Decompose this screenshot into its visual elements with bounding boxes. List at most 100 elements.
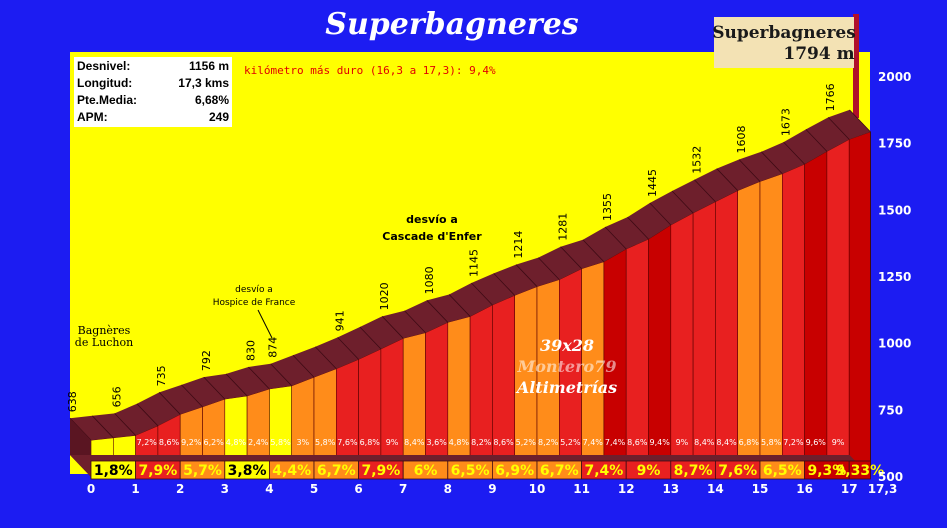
altitude-label: 656 <box>111 386 124 407</box>
km-grade-box <box>848 460 871 480</box>
watermark-line3: Altimetrías <box>515 378 617 397</box>
stat-label-desnivel: Desnivel: <box>77 59 130 73</box>
ridge-hatch <box>92 415 114 439</box>
x-tick-label: 1 <box>131 482 139 496</box>
grade-bar <box>804 150 828 478</box>
x-tick-label: 17 <box>841 482 858 496</box>
y-axis: 500 750 1000 1250 1500 1750 2000 <box>878 70 911 484</box>
ridge-band <box>70 109 871 441</box>
ridge-hatch <box>270 363 292 387</box>
km-grade-label: 3,8% <box>228 463 267 479</box>
ridge-hatch <box>738 159 761 182</box>
ridge-hatch <box>671 190 694 214</box>
ridge-hatch <box>225 373 248 397</box>
ridge-hatch <box>136 403 159 427</box>
x-tick-label: 17,3 <box>868 482 898 496</box>
ridge-hatch <box>381 316 404 339</box>
altitude-label: 1532 <box>690 146 703 174</box>
segment-grade-label: 5,2% <box>560 438 581 447</box>
place-hospice-line1: desvío a <box>235 285 273 295</box>
km-grade-label: 7,4% <box>584 463 623 479</box>
x-axis: 0 1 2 3 4 5 6 7 8 9 10 11 12 13 14 15 16 17 17,3 <box>87 482 897 496</box>
ridge-hatch <box>493 273 515 296</box>
grade-bar <box>737 181 761 478</box>
stat-value-desnivel: 1156 m <box>189 59 229 73</box>
grade-bar <box>848 131 871 478</box>
ridge-hatch <box>694 179 716 203</box>
x-tick-label: 8 <box>444 482 452 496</box>
ridge-hatch <box>604 226 627 250</box>
place-start-line2: de Luchon <box>75 336 133 349</box>
ridge-hatch <box>337 337 359 360</box>
ridge-hatch <box>783 141 805 165</box>
place-enfer-line1: desvío a <box>406 213 458 226</box>
ridge-hatch <box>827 117 850 140</box>
ridge-hatch <box>849 109 871 133</box>
grade-bar <box>425 321 449 478</box>
ridge-hatch <box>181 384 203 408</box>
altitude-label: 1145 <box>467 249 480 277</box>
x-tick-label: 0 <box>87 482 95 496</box>
summit-marker <box>853 14 859 118</box>
ridge-hatch <box>649 202 672 226</box>
summit-name: Superbagneres <box>712 23 856 43</box>
x-tick-label: 9 <box>488 482 496 496</box>
stat-label-apm: APM: <box>77 110 108 124</box>
segment-grade-label: 8,4% <box>404 438 425 447</box>
place-hospice-pointer <box>257 309 273 339</box>
km-grade-label: 7,9% <box>138 463 177 479</box>
segment-grade-label: 2,4% <box>248 438 269 447</box>
watermark: 39x28 Montero79 Altimetrías <box>515 336 617 397</box>
watermark-line1: 39x28 <box>540 336 594 355</box>
km-grade-label: 6% <box>414 463 438 479</box>
segment-grade-label: 6,8% <box>360 438 381 447</box>
km-grade-label: 6,5% <box>763 463 802 479</box>
place-start: Bagnères de Luchon <box>75 324 133 349</box>
km-grade-label: 5,7% <box>183 463 222 479</box>
stats-box: Desnivel: 1156 m Longitud: 17,3 kms Pte.… <box>74 57 232 127</box>
x-tick-label: 14 <box>707 482 724 496</box>
segment-grade-label: 5,8% <box>761 438 782 447</box>
altitude-label: 1445 <box>646 169 659 197</box>
segment-grade-label: 7,4% <box>583 438 604 447</box>
km-grade-label: 4,4% <box>272 463 311 479</box>
grade-bar <box>759 173 783 478</box>
segment-grade-label: 3,6% <box>426 438 447 447</box>
segment-grade-labels: 7,2% 8,6% 9,2% 6,2% 4,8% 2,4% 5,8% 3% 5,8% 7,6% 6,… <box>137 438 845 447</box>
km-grade-label: 9,33% <box>836 463 885 479</box>
profile-ridge <box>69 109 871 477</box>
ridge-hatch <box>426 300 449 323</box>
segment-grade-label: 5,8% <box>315 438 336 447</box>
x-tick-label: 7 <box>399 482 407 496</box>
altitude-label: 638 <box>66 391 79 412</box>
grade-bar <box>826 138 850 478</box>
segment-grade-label: 5,2% <box>516 438 537 447</box>
altitude-label: 1080 <box>423 266 436 294</box>
x-tick-label: 11 <box>573 482 590 496</box>
y-tick-label: 1250 <box>878 270 911 284</box>
y-tick-label: 2000 <box>878 70 911 84</box>
altitude-label: 1608 <box>735 125 748 153</box>
segment-grade-label: 7,4% <box>605 438 626 447</box>
segment-grade-label: 9,4% <box>649 438 670 447</box>
altitude-label: 1214 <box>512 231 525 259</box>
km-grade-label: 7,6% <box>718 463 757 479</box>
segment-grade-label: 9,6% <box>806 438 827 447</box>
hardest-km-note: kilómetro más duro (16,3 a 17,3): 9,4% <box>244 64 496 77</box>
ridge-hatch <box>627 216 649 240</box>
ridge-hatch <box>716 168 738 191</box>
grade-bar <box>715 190 739 478</box>
x-tick-label: 12 <box>618 482 635 496</box>
place-hospice: desvío a Hospice de France <box>213 285 296 339</box>
place-start-line1: Bagnères <box>78 324 131 337</box>
altitude-label: 792 <box>200 350 213 371</box>
segment-grade-label: 7,2% <box>783 438 804 447</box>
altitude-label: 874 <box>267 337 280 358</box>
stat-label-pendiente: Pte.Media: <box>77 93 137 107</box>
ridge-hatch <box>292 354 315 378</box>
altitude-label: 1766 <box>824 83 837 111</box>
km-grade-label: 6,9% <box>495 463 534 479</box>
y-tick-label: 1000 <box>878 337 911 351</box>
stat-value-apm: 249 <box>209 110 229 124</box>
segment-grade-label: 8,6% <box>627 438 648 447</box>
